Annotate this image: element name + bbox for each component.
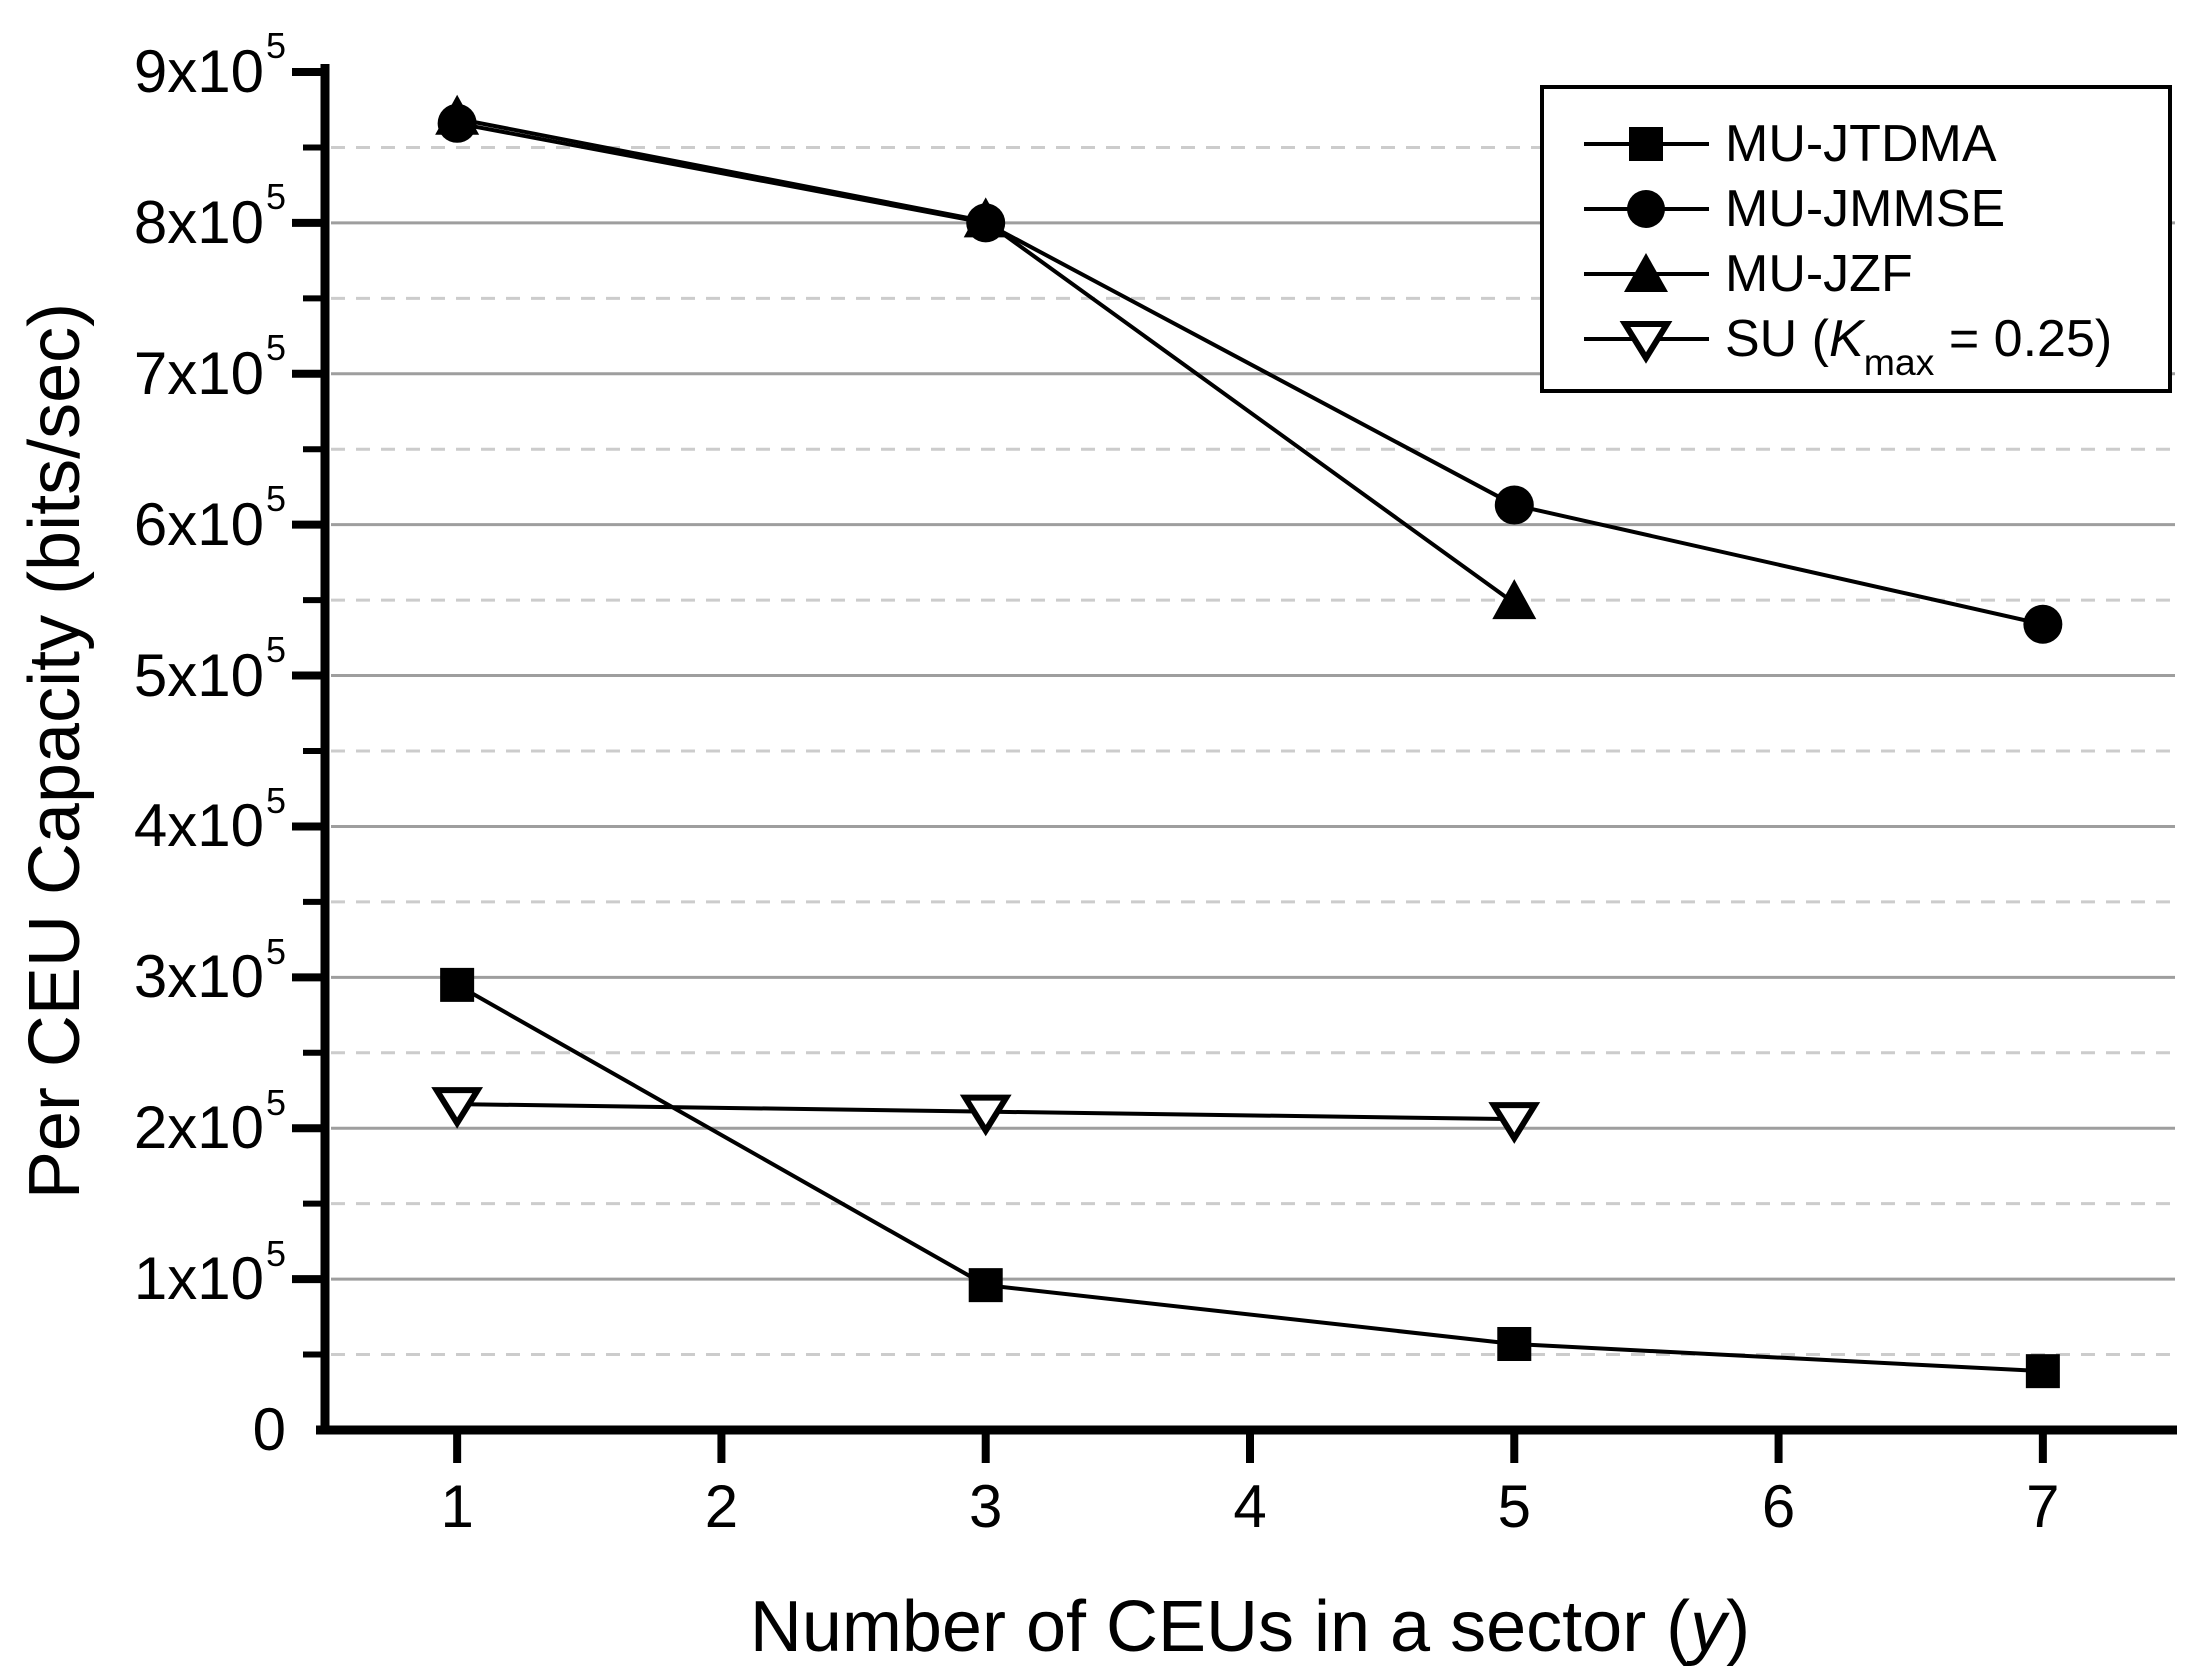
series-line bbox=[456, 116, 1516, 605]
circle-marker bbox=[966, 203, 1006, 243]
x-tick-label: 2 bbox=[704, 1473, 739, 1540]
triangle-down-marker bbox=[1488, 1102, 1541, 1144]
x-axis-title-prefix: Number of CEUs in a sector ( bbox=[749, 1587, 1691, 1667]
y-tick-label: 5x105 bbox=[133, 628, 286, 709]
x-tick-label: 4 bbox=[1233, 1473, 1267, 1540]
y-tick-label: 4x105 bbox=[133, 779, 286, 860]
series-mu-jtdma bbox=[440, 967, 2060, 1389]
triangle-down-marker bbox=[431, 1087, 484, 1129]
triangle-up-marker bbox=[1492, 579, 1537, 620]
y-axis-title: Per CEU Capacity (bits/sec) bbox=[8, 51, 102, 1451]
legend-item-mu-jtdma: MU-JTDMA bbox=[1544, 111, 2168, 176]
x-axis-title: Number of CEUs in a sector (y) bbox=[325, 1586, 2175, 1668]
legend-item-mu-jmmse: MU-JMMSE bbox=[1544, 176, 2168, 241]
y-tick-label: 2x105 bbox=[133, 1081, 286, 1162]
y-tick-label: 0 bbox=[252, 1396, 286, 1463]
y-tick-label: 6x105 bbox=[133, 478, 286, 558]
x-tick-label: 7 bbox=[2026, 1473, 2060, 1540]
y-axis-title-text: Per CEU Capacity (bits/sec) bbox=[15, 302, 95, 1200]
x-tick-label: 6 bbox=[1761, 1473, 1796, 1540]
filled-circle-line-icon bbox=[1584, 189, 1709, 228]
legend: MU-JTDMA MU-JMMSE MU-JZF SU (Kmax = 0.25… bbox=[1540, 85, 2172, 393]
circle-marker bbox=[437, 103, 477, 143]
series-mu-jmmse bbox=[437, 103, 2063, 644]
series-su-kmax-0-25- bbox=[431, 1087, 1541, 1144]
y-tick-label: 3x105 bbox=[133, 930, 286, 1011]
legend-label: MU-JMMSE bbox=[1725, 179, 2006, 238]
x-axis-title-variable: y bbox=[1690, 1587, 1727, 1667]
series-line bbox=[456, 121, 2044, 627]
square-marker bbox=[440, 967, 475, 1002]
x-tick-label: 3 bbox=[969, 1473, 1003, 1540]
triangle-down-marker bbox=[959, 1094, 1012, 1137]
x-axis-title-suffix: ) bbox=[1726, 1587, 1751, 1667]
legend-item-su: SU (Kmax = 0.25) bbox=[1544, 306, 2168, 384]
legend-label: SU (Kmax = 0.25) bbox=[1725, 309, 2113, 384]
x-tick-label: 5 bbox=[1497, 1473, 1531, 1540]
series-line bbox=[456, 983, 2043, 1374]
legend-item-mu-jzf: MU-JZF bbox=[1544, 241, 2168, 306]
square-marker bbox=[1497, 1326, 1532, 1361]
circle-marker bbox=[1494, 485, 1534, 525]
square-marker bbox=[968, 1268, 1003, 1303]
series-mu-jzf bbox=[435, 94, 1537, 620]
y-tick-label: 9x105 bbox=[133, 25, 286, 105]
y-tick-label: 7x105 bbox=[133, 327, 286, 407]
legend-label: MU-JZF bbox=[1725, 244, 1913, 303]
circle-marker bbox=[2023, 604, 2063, 644]
y-tick-label: 1x105 bbox=[133, 1232, 286, 1313]
square-marker bbox=[2025, 1354, 2060, 1389]
open-triangle-down-line-icon bbox=[1584, 320, 1709, 364]
legend-label: MU-JTDMA bbox=[1725, 114, 1997, 173]
y-tick-label: 8x105 bbox=[133, 176, 286, 256]
x-tick-label: 1 bbox=[440, 1473, 474, 1540]
filled-triangle-up-line-icon bbox=[1584, 252, 1709, 292]
filled-square-line-icon bbox=[1584, 126, 1709, 161]
